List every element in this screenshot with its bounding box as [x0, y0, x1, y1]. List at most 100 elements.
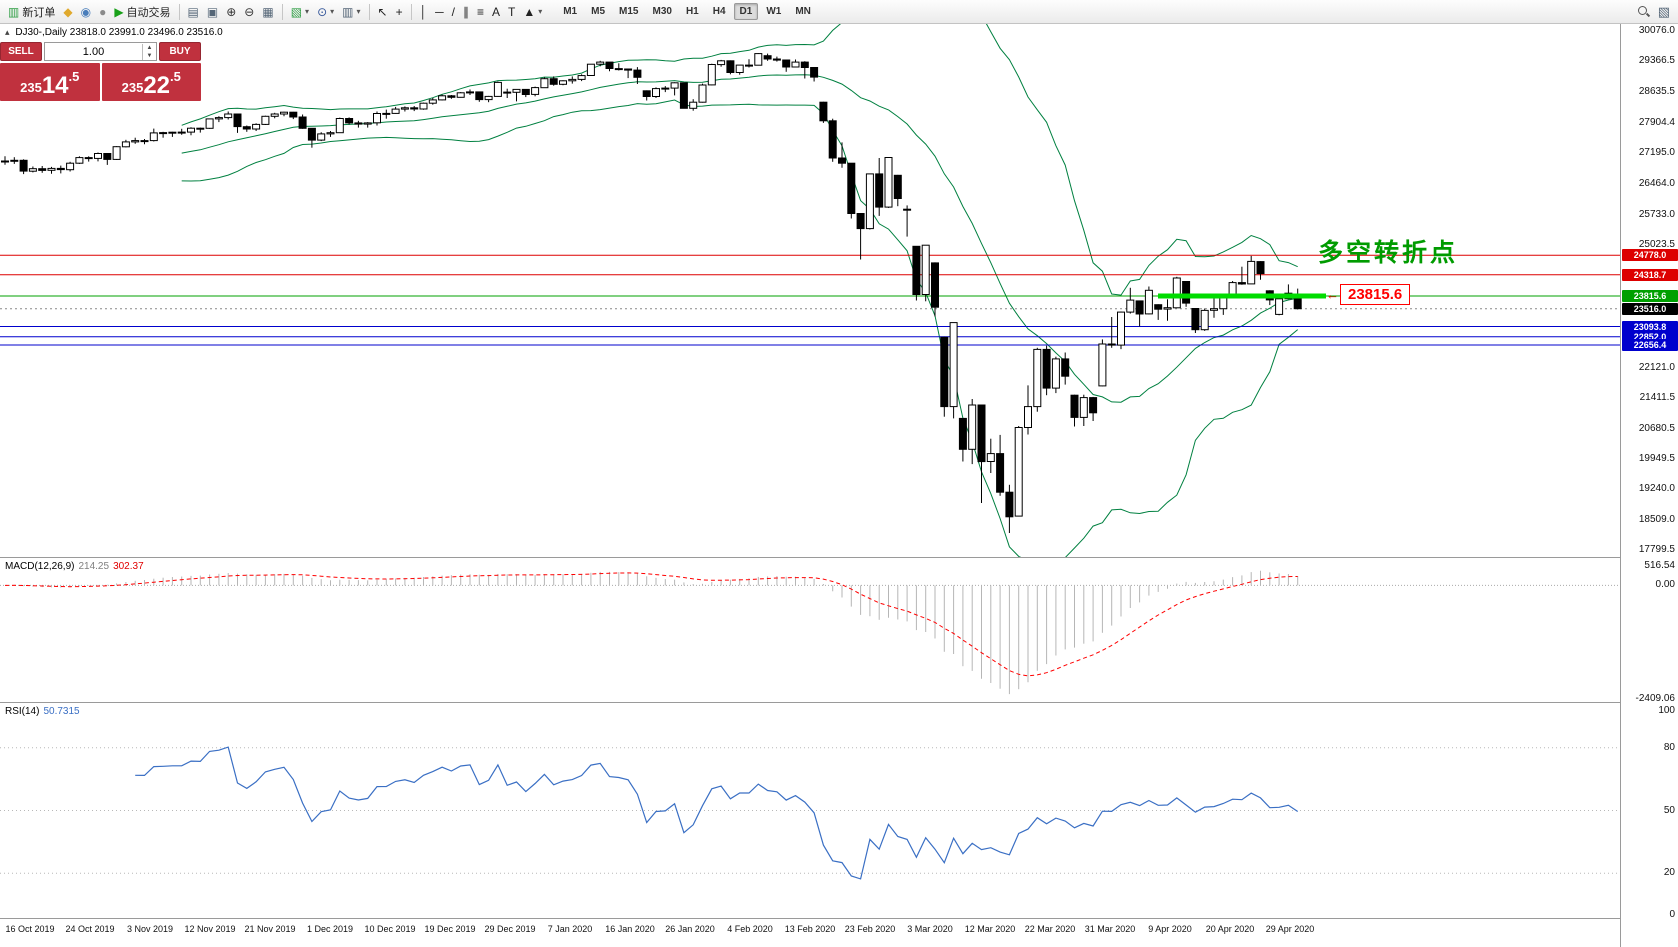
community-button[interactable]: ● — [95, 4, 110, 20]
trendline-icon: / — [451, 4, 455, 19]
order-chart-icon: ▥ — [8, 4, 20, 19]
sell-price-button[interactable]: 235 14.5 — [0, 63, 100, 101]
template-icon: ▥ — [342, 4, 354, 19]
timeframe-M15-button[interactable]: M15 — [619, 6, 639, 17]
sell-button[interactable]: SELL — [0, 42, 42, 61]
chart-grid-button[interactable]: ▦ — [258, 4, 277, 20]
date-label: 13 Feb 2020 — [784, 924, 836, 934]
magnifier-icon[interactable] — [1637, 5, 1650, 18]
buy-button[interactable]: BUY — [159, 42, 201, 61]
tile-windows-button[interactable]: ▣ — [203, 4, 222, 20]
window-icon: ▤ — [187, 4, 199, 19]
toolbar-right: ▧ — [1637, 5, 1674, 18]
macd-panel[interactable]: MACD(12,26,9) 214.25 302.37 — [0, 558, 1620, 703]
timeframe-H1-button[interactable]: H1 — [685, 6, 699, 17]
shapes-button[interactable]: ▲ ▾ — [519, 4, 546, 20]
clock-icon: ⊙ — [317, 4, 328, 19]
arrows-icon: ▲ — [523, 4, 536, 19]
templates-button[interactable]: ▥ ▾ — [338, 4, 364, 20]
price-line-label: 22656.4 — [1622, 339, 1678, 352]
trendline-button[interactable]: / — [448, 4, 459, 20]
chart-annotation[interactable]: 多空转折点 — [1318, 239, 1459, 267]
indicators-button[interactable]: ▧ ▾ — [287, 4, 313, 20]
price-tick: 18509.0 — [1638, 514, 1675, 526]
vertical-line-button[interactable]: │ — [416, 4, 432, 20]
main-chart-panel[interactable]: ▴ DJ30-,Daily 23818.0 23991.0 23496.0 23… — [0, 24, 1620, 558]
date-label: 23 Feb 2020 — [844, 924, 896, 934]
horizontal-line-button[interactable]: ─ — [431, 4, 448, 20]
market-gold-button[interactable]: ◆ — [59, 4, 76, 20]
date-label: 1 Dec 2019 — [306, 924, 354, 934]
date-label: 12 Nov 2019 — [184, 924, 236, 934]
toolbar-separator — [368, 3, 370, 20]
panel-icon[interactable]: ▧ — [1657, 4, 1670, 19]
lot-size-field[interactable]: 1.00 ▲ ▼ — [44, 42, 157, 61]
price-line-label: 23093.8 — [1622, 320, 1678, 333]
cursor-button[interactable]: ↖ — [374, 4, 392, 20]
candlestick-chart[interactable] — [0, 24, 1620, 557]
timeframe-MN-button[interactable]: MN — [795, 6, 811, 17]
horizontal-line-icon: ─ — [435, 4, 444, 19]
caret-down-icon: ▾ — [330, 7, 335, 16]
price-tick: 25023.5 — [1638, 238, 1675, 250]
timeframe-M5-button[interactable]: M5 — [591, 6, 606, 17]
price-line-label: 24318.7 — [1622, 268, 1678, 281]
indicator-icon: ▧ — [290, 4, 303, 19]
person-icon: ◉ — [80, 4, 92, 19]
text-button[interactable]: A — [488, 4, 504, 20]
price-tick: 27904.4 — [1638, 117, 1675, 129]
macd-label: MACD(12,26,9) 214.25 302.37 — [5, 561, 144, 572]
price-tick: 19240.0 — [1638, 483, 1675, 495]
crosshair-icon: + — [395, 4, 403, 19]
new-chart-window-button[interactable]: ▤ — [184, 4, 203, 20]
lot-spinner[interactable]: ▲ ▼ — [142, 43, 156, 60]
profile-button[interactable]: ◉ — [77, 4, 95, 20]
collapse-panel-icon[interactable]: ▴ — [5, 27, 10, 37]
level-callout-value: 23815.6 — [1340, 284, 1411, 305]
crosshair-button[interactable]: + — [392, 4, 407, 20]
caret-down-icon: ▾ — [305, 7, 310, 16]
date-label: 20 Apr 2020 — [1205, 924, 1255, 934]
timeframe-D1-button[interactable]: D1 — [733, 3, 759, 20]
date-label: 12 Mar 2020 — [964, 924, 1016, 934]
date-axis[interactable]: 16 Oct 2019 24 Oct 2019 3 Nov 2019 12 Nov 2… — [0, 919, 1620, 947]
timeframe-M1-button[interactable]: M1 — [563, 6, 578, 17]
rsi-axis-label: 80 — [1663, 741, 1675, 753]
timeframe-M30-button[interactable]: M30 — [652, 6, 672, 17]
date-label: 7 Jan 2020 — [547, 924, 593, 934]
macd-axis-label: 0.00 — [1655, 579, 1675, 591]
rsi-panel[interactable]: RSI(14) 50.7315 — [0, 703, 1620, 919]
spin-up-icon[interactable]: ▲ — [146, 44, 153, 51]
spin-down-icon[interactable]: ▼ — [146, 52, 153, 59]
new-order-button[interactable]: ▥ 新订单 — [8, 4, 56, 19]
price-axis[interactable]: 30076.0 29366.5 28635.5 27904.4 27195.0 26464… — [1620, 24, 1678, 947]
price-tick: 30076.0 — [1638, 25, 1675, 37]
price-tick: 29366.5 — [1638, 55, 1675, 67]
vertical-line-icon: │ — [419, 4, 428, 19]
date-label: 3 Mar 2020 — [907, 924, 953, 934]
macd-axis-label: -2409.06 — [1635, 693, 1675, 704]
play-icon: ▶ — [114, 4, 124, 19]
price-tick: 26464.0 — [1638, 178, 1675, 190]
toolbar-buttons: ▥ 新订单 ◆ ◉ ● ▶ 自动交易 ▤ ▣ ⊕ ⊖ ▦ ▧ ▾ ⊙ ▾ ▥ ▾ ↖ + │ ─ / ∥ ≡ A T ▲ ▾ — [4, 2, 546, 22]
rsi-chart — [0, 746, 1620, 880]
auto-trading-button[interactable]: ▶ 自动交易 — [114, 4, 171, 19]
chart-title: ▴ DJ30-,Daily 23818.0 23991.0 23496.0 23… — [5, 27, 223, 38]
label-button[interactable]: T — [504, 4, 519, 20]
channel-button[interactable]: ∥ — [459, 4, 473, 20]
toolbar-separator — [410, 3, 412, 20]
fibonacci-button[interactable]: ≡ — [473, 4, 488, 20]
rsi-axis-label: 100 — [1658, 705, 1675, 716]
level-callout[interactable]: ← 23815.6 — [1326, 284, 1411, 305]
timeframe-W1-button[interactable]: W1 — [766, 6, 782, 17]
zoom-out-button[interactable]: ⊖ — [240, 4, 258, 20]
timeframe-H4-button[interactable]: H4 — [712, 6, 726, 17]
buy-price-button[interactable]: 235 22.5 — [101, 63, 201, 101]
date-label: 3 Nov 2019 — [126, 924, 174, 934]
zoom-in-button[interactable]: ⊕ — [222, 4, 240, 20]
symbol-name: DJ30-,Daily — [15, 27, 67, 38]
current-price-label: 23516.0 — [1622, 302, 1678, 315]
toolbar: ▥ 新订单 ◆ ◉ ● ▶ 自动交易 ▤ ▣ ⊕ ⊖ ▦ ▧ ▾ ⊙ ▾ ▥ ▾ ↖ + │ ─ / ∥ ≡ A T ▲ ▾ M1 M5 M… — [0, 0, 1678, 24]
periods-button[interactable]: ⊙ ▾ — [313, 4, 338, 20]
